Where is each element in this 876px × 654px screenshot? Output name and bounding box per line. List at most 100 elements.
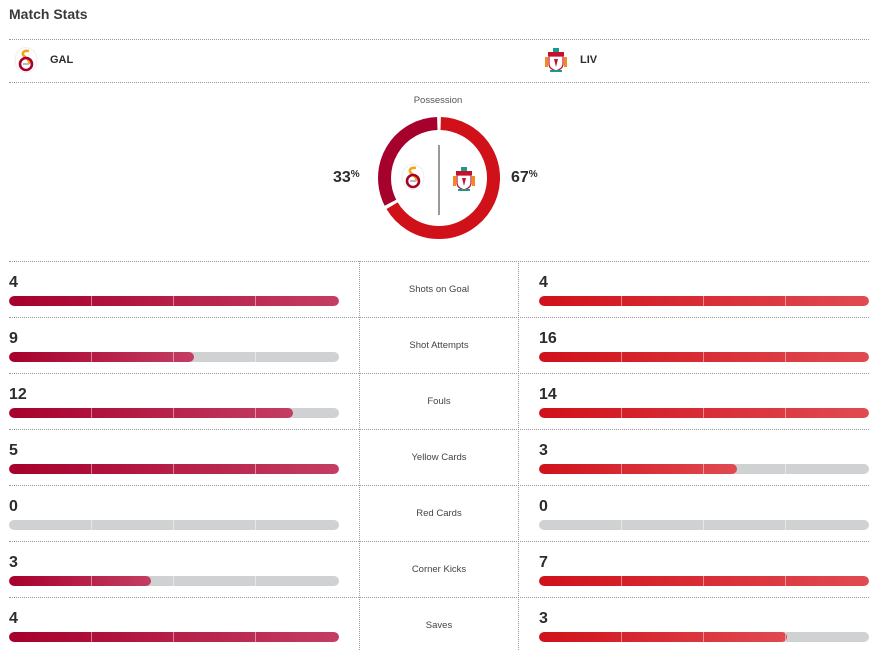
away-stat-value: 7 bbox=[539, 554, 548, 571]
stat-row: 4 Shots on Goal 4 bbox=[0, 262, 876, 318]
bar-tick bbox=[173, 296, 174, 306]
stat-label: Saves bbox=[425, 620, 453, 631]
bar-tick bbox=[91, 296, 92, 306]
home-possession-pct: 33% bbox=[333, 169, 360, 187]
stat-row: 0 Red Cards 0 bbox=[0, 486, 876, 542]
divider bbox=[9, 597, 869, 598]
bar-tick bbox=[173, 464, 174, 474]
bar-tick bbox=[255, 464, 256, 474]
divider bbox=[9, 373, 869, 374]
stat-row: 12 Fouls 14 bbox=[0, 374, 876, 430]
galatasaray-crest-icon bbox=[401, 164, 425, 190]
stat-row: 9 Shot Attempts 16 bbox=[0, 318, 876, 374]
stat-row: 5 Yellow Cards 3 bbox=[0, 430, 876, 486]
away-team: LIV bbox=[544, 47, 597, 73]
divider bbox=[9, 429, 869, 430]
away-stat-bar-fill bbox=[539, 296, 869, 306]
bar-tick bbox=[621, 464, 622, 474]
bar-tick bbox=[785, 464, 786, 474]
away-stat-bar bbox=[539, 408, 869, 418]
bar-tick bbox=[785, 408, 786, 418]
divider bbox=[9, 317, 869, 318]
liverpool-crest-icon bbox=[453, 167, 475, 191]
home-stat-value: 0 bbox=[9, 498, 18, 515]
stat-label: Corner Kicks bbox=[411, 564, 467, 575]
bar-tick bbox=[91, 520, 92, 530]
home-stat-bar-fill bbox=[9, 576, 151, 586]
bar-tick bbox=[173, 408, 174, 418]
bar-tick bbox=[255, 296, 256, 306]
bar-tick bbox=[703, 520, 704, 530]
column-divider bbox=[518, 261, 519, 650]
away-stat-bar bbox=[539, 296, 869, 306]
bar-tick bbox=[621, 632, 622, 642]
bar-tick bbox=[703, 576, 704, 586]
away-stat-bar-fill bbox=[539, 464, 737, 474]
stat-label: Shots on Goal bbox=[408, 284, 470, 295]
bar-tick bbox=[255, 520, 256, 530]
away-possession-pct: 67% bbox=[511, 169, 538, 187]
away-stat-bar bbox=[539, 464, 869, 474]
home-team: GAL bbox=[14, 47, 73, 73]
home-stat-bar bbox=[9, 352, 339, 362]
bar-tick bbox=[703, 464, 704, 474]
home-stat-value: 4 bbox=[9, 610, 18, 627]
bar-tick bbox=[621, 352, 622, 362]
home-stat-bar-fill bbox=[9, 296, 339, 306]
bar-tick bbox=[703, 408, 704, 418]
bar-tick bbox=[255, 576, 256, 586]
away-stat-bar bbox=[539, 576, 869, 586]
home-stat-value: 4 bbox=[9, 274, 18, 291]
bar-tick bbox=[785, 632, 786, 642]
away-stat-value: 0 bbox=[539, 498, 548, 515]
away-stat-value: 3 bbox=[539, 610, 548, 627]
away-stat-value: 16 bbox=[539, 330, 557, 347]
away-stat-bar-fill bbox=[539, 352, 869, 362]
divider bbox=[9, 82, 869, 83]
bar-tick bbox=[703, 632, 704, 642]
bar-tick bbox=[91, 576, 92, 586]
stat-row: 3 Corner Kicks 7 bbox=[0, 542, 876, 598]
away-stat-bar-fill bbox=[539, 408, 869, 418]
galatasaray-crest-icon bbox=[14, 47, 38, 73]
away-stat-bar-fill bbox=[539, 576, 869, 586]
stat-row: 4 Saves 3 bbox=[0, 598, 876, 654]
bar-tick bbox=[621, 408, 622, 418]
bar-tick bbox=[785, 296, 786, 306]
away-team-abbr: LIV bbox=[580, 54, 598, 66]
bar-tick bbox=[621, 520, 622, 530]
bar-tick bbox=[703, 352, 704, 362]
bar-tick bbox=[621, 576, 622, 586]
bar-tick bbox=[785, 352, 786, 362]
possession-donut-chart bbox=[378, 117, 500, 239]
bar-tick bbox=[173, 520, 174, 530]
home-stat-bar-fill bbox=[9, 352, 194, 362]
bar-tick bbox=[91, 464, 92, 474]
away-stat-bar bbox=[539, 352, 869, 362]
liverpool-crest-icon bbox=[545, 48, 567, 72]
home-stat-value: 12 bbox=[9, 386, 27, 403]
away-stat-value: 4 bbox=[539, 274, 548, 291]
home-possession-value: 33 bbox=[333, 169, 351, 186]
home-stat-value: 5 bbox=[9, 442, 18, 459]
home-possession-arc bbox=[378, 117, 438, 206]
divider bbox=[9, 541, 869, 542]
home-stat-bar-fill bbox=[9, 632, 339, 642]
bar-tick bbox=[255, 352, 256, 362]
bar-tick bbox=[255, 632, 256, 642]
away-stat-bar-fill bbox=[539, 632, 787, 642]
match-stats-title: Match Stats bbox=[9, 6, 88, 22]
bar-tick bbox=[255, 408, 256, 418]
bar-tick bbox=[621, 296, 622, 306]
possession-label: Possession bbox=[413, 95, 463, 106]
divider bbox=[9, 261, 869, 262]
bar-tick bbox=[785, 520, 786, 530]
home-stat-value: 9 bbox=[9, 330, 18, 347]
bar-tick bbox=[703, 296, 704, 306]
away-stat-value: 14 bbox=[539, 386, 557, 403]
home-team-abbr: GAL bbox=[50, 54, 74, 66]
bar-tick bbox=[173, 576, 174, 586]
pct-sign: % bbox=[528, 169, 538, 180]
stat-label: Yellow Cards bbox=[411, 452, 467, 463]
bar-tick bbox=[173, 632, 174, 642]
